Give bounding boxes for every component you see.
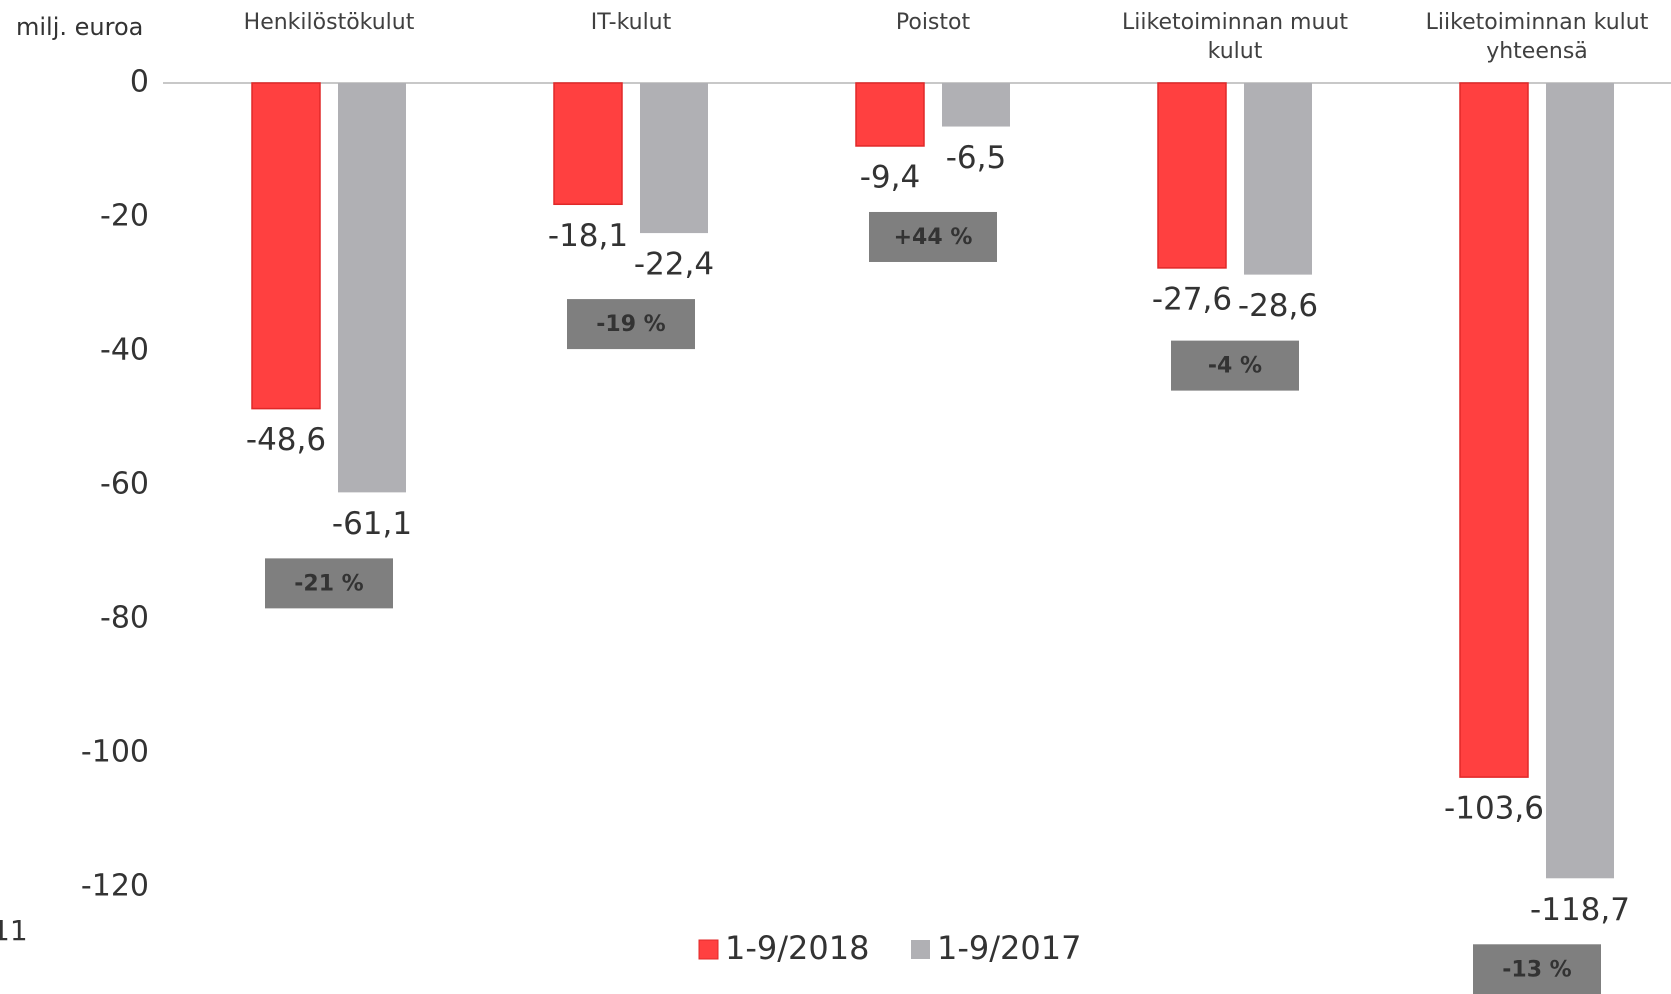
- bar: [1546, 83, 1614, 879]
- category-label: IT-kulut: [590, 10, 672, 35]
- legend-label: 1-9/2018: [725, 929, 869, 967]
- y-tick-label: -20: [100, 199, 149, 234]
- value-label: -103,6: [1444, 791, 1544, 827]
- value-label: -28,6: [1238, 288, 1318, 324]
- category-label: Poistot: [895, 10, 971, 35]
- bar: [251, 82, 321, 410]
- value-label: -27,6: [1152, 281, 1232, 317]
- change-label: -19 %: [596, 312, 665, 337]
- bar: [1244, 83, 1312, 275]
- legend-swatch: [911, 940, 930, 959]
- change-label: -21 %: [294, 571, 363, 596]
- value-label: -118,7: [1530, 892, 1630, 928]
- bar: [1157, 82, 1227, 269]
- bar: [942, 83, 1010, 127]
- bar: [553, 82, 623, 206]
- bar: [1459, 82, 1529, 778]
- category-label: Liiketoiminnan kulut yhteensä: [1425, 10, 1649, 64]
- change-box: [869, 211, 997, 262]
- category-label: Liiketoiminnan muut kulut: [1122, 10, 1348, 64]
- y-axis-label: milj. euroa: [16, 13, 143, 41]
- value-label: -18,1: [548, 218, 628, 254]
- value-label: -61,1: [332, 506, 412, 542]
- value-label: -9,4: [860, 159, 921, 195]
- change-box: [265, 558, 393, 609]
- change-label: -4 %: [1208, 354, 1262, 379]
- value-label: -6,5: [946, 140, 1007, 176]
- page-number: 11: [0, 914, 28, 947]
- y-tick-label: -80: [100, 601, 149, 636]
- y-tick-label: -60: [100, 467, 149, 502]
- change-box: [1473, 944, 1601, 994]
- change-label: -13 %: [1502, 957, 1571, 982]
- bar: [338, 83, 406, 493]
- legend-label: 1-9/2017: [937, 929, 1081, 967]
- category-label: Henkilöstökulut: [243, 10, 415, 35]
- change-label: +44 %: [894, 225, 973, 250]
- value-label: -22,4: [634, 247, 714, 283]
- y-tick-label: 0: [130, 65, 149, 100]
- y-tick-label: -120: [81, 869, 149, 904]
- bar: [855, 82, 925, 147]
- y-tick-label: -100: [81, 735, 149, 770]
- value-label: -48,6: [246, 422, 326, 458]
- y-tick-label: -40: [100, 333, 149, 368]
- bar: [640, 83, 708, 234]
- legend-swatch: [698, 939, 719, 960]
- change-box: [567, 299, 695, 350]
- change-box: [1171, 340, 1299, 391]
